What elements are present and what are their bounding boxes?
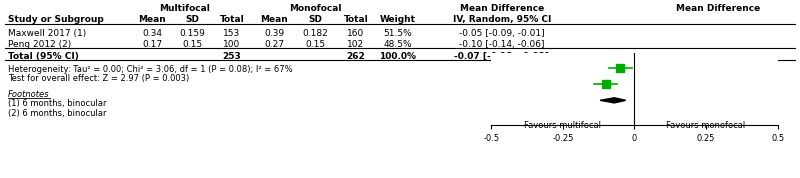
Text: 0.15: 0.15 <box>182 40 202 49</box>
Text: Multifocal: Multifocal <box>159 4 210 13</box>
Text: 100: 100 <box>223 40 241 49</box>
Text: 253: 253 <box>222 52 242 61</box>
Text: Heterogeneity: Tau² = 0.00; Chi² = 3.06, df = 1 (P = 0.08); I² = 67%: Heterogeneity: Tau² = 0.00; Chi² = 3.06,… <box>8 65 293 74</box>
Text: 0.34: 0.34 <box>142 29 162 38</box>
Text: Favours monofocal: Favours monofocal <box>666 121 746 130</box>
Text: 100.0%: 100.0% <box>379 52 417 61</box>
Text: Mean: Mean <box>138 15 166 24</box>
Text: Footnotes: Footnotes <box>8 90 50 99</box>
Text: (1) 6 months, binocular: (1) 6 months, binocular <box>8 99 106 108</box>
Text: Test for overall effect: Z = 2.97 (P = 0.003): Test for overall effect: Z = 2.97 (P = 0… <box>8 74 190 83</box>
Text: 0.17: 0.17 <box>142 40 162 49</box>
Text: Study or Subgroup: Study or Subgroup <box>8 15 104 24</box>
Text: 262: 262 <box>346 52 366 61</box>
Text: 153: 153 <box>223 29 241 38</box>
Text: 0.15: 0.15 <box>305 40 325 49</box>
Text: IV, Random, 95% CI: IV, Random, 95% CI <box>453 15 551 24</box>
Text: Peng 2012 (2): Peng 2012 (2) <box>8 40 71 49</box>
Text: SD: SD <box>308 15 322 24</box>
Text: Total: Total <box>344 15 368 24</box>
Text: Mean Difference: Mean Difference <box>460 4 544 13</box>
Text: 0.182: 0.182 <box>302 29 328 38</box>
Text: SD: SD <box>185 15 199 24</box>
Text: Weight: Weight <box>380 15 416 24</box>
Text: 102: 102 <box>347 40 365 49</box>
Text: -0.05 [-0.09, -0.01]: -0.05 [-0.09, -0.01] <box>459 29 545 38</box>
Text: 0.159: 0.159 <box>179 29 205 38</box>
Polygon shape <box>600 98 626 103</box>
Text: -0.10 [-0.14, -0.06]: -0.10 [-0.14, -0.06] <box>459 40 545 49</box>
Text: 51.5%: 51.5% <box>384 29 412 38</box>
Text: 0.27: 0.27 <box>264 40 284 49</box>
Text: Mean Difference: Mean Difference <box>676 4 760 13</box>
Text: 160: 160 <box>347 29 365 38</box>
Text: -0.07 [-0.12, -0.03]: -0.07 [-0.12, -0.03] <box>454 52 550 61</box>
Text: Monofocal: Monofocal <box>289 4 342 13</box>
Text: 48.5%: 48.5% <box>384 40 412 49</box>
Text: Maxwell 2017 (1): Maxwell 2017 (1) <box>8 29 86 38</box>
Text: Favours multifocal: Favours multifocal <box>524 121 602 130</box>
Text: Total (95% CI): Total (95% CI) <box>8 52 79 61</box>
Text: 0.39: 0.39 <box>264 29 284 38</box>
Text: (2) 6 months, binocular: (2) 6 months, binocular <box>8 109 106 118</box>
Text: Total: Total <box>220 15 244 24</box>
Text: Mean: Mean <box>260 15 288 24</box>
